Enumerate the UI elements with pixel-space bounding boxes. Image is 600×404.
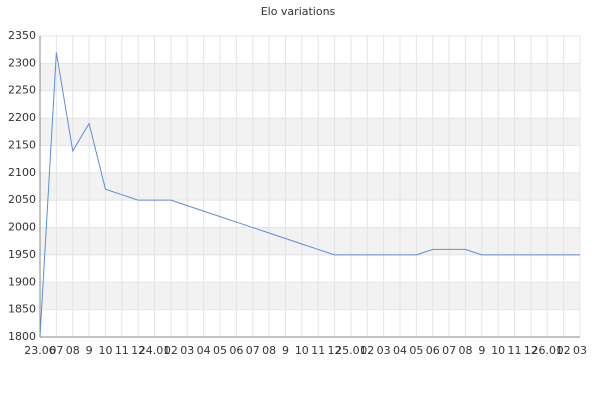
x-tick-label: 10 (98, 344, 112, 357)
x-tick-label: 08 (262, 344, 276, 357)
y-tick-label: 2200 (8, 111, 36, 124)
x-tick-label: 07 (246, 344, 260, 357)
x-tick-label: 12 (328, 344, 342, 357)
y-tick-label: 1950 (8, 248, 36, 261)
y-tick-label: 2150 (8, 138, 36, 151)
x-tick-label: 07 (442, 344, 456, 357)
x-tick-label: 02 (557, 344, 571, 357)
grid-band (40, 63, 580, 91)
grid-band (40, 282, 580, 310)
y-tick-label: 2050 (8, 193, 36, 206)
x-tick-label: 23.06 (24, 344, 56, 357)
y-tick-label: 2350 (8, 29, 36, 42)
grid-band (40, 227, 580, 255)
x-tick-label: 9 (86, 344, 93, 357)
x-tick-label: 10 (295, 344, 309, 357)
y-tick-label: 1850 (8, 303, 36, 316)
x-tick-label: 04 (197, 344, 211, 357)
x-tick-label: 06 (229, 344, 243, 357)
x-tick-label: 05 (213, 344, 227, 357)
y-tick-label: 2100 (8, 166, 36, 179)
x-tick-label: 24.01 (139, 344, 171, 357)
x-tick-label: 9 (282, 344, 289, 357)
x-tick-label: 08 (458, 344, 472, 357)
y-tick-label: 2300 (8, 56, 36, 69)
x-tick-label: 9 (478, 344, 485, 357)
y-tick-label: 2000 (8, 221, 36, 234)
x-tick-label: 06 (426, 344, 440, 357)
x-tick-label: 04 (393, 344, 407, 357)
x-tick-label: 05 (409, 344, 423, 357)
x-tick-label: 02 (164, 344, 178, 357)
x-tick-label: 26.01 (532, 344, 564, 357)
x-tick-label: 07 (49, 344, 63, 357)
grid-band (40, 172, 580, 201)
x-tick-label: 11 (311, 344, 325, 357)
x-tick-label: 03 (180, 344, 194, 357)
x-tick-label: 11 (115, 344, 129, 357)
y-tick-label: 2250 (8, 84, 36, 97)
series-line (39, 52, 580, 338)
x-tick-label: 03 (377, 344, 391, 357)
x-tick-label: 10 (491, 344, 505, 357)
grid-band (40, 118, 580, 146)
chart-title: Elo variations (261, 5, 336, 18)
x-tick-label: 12 (524, 344, 538, 357)
x-tick-label: 03 (573, 344, 587, 357)
x-tick-label: 12 (131, 344, 145, 357)
y-tick-label: 1900 (8, 275, 36, 288)
x-tick-label: 02 (360, 344, 374, 357)
x-tick-label: 25.01 (335, 344, 367, 357)
x-tick-label: 11 (508, 344, 522, 357)
x-tick-label: 08 (66, 344, 80, 357)
y-tick-label: 1800 (8, 330, 36, 343)
